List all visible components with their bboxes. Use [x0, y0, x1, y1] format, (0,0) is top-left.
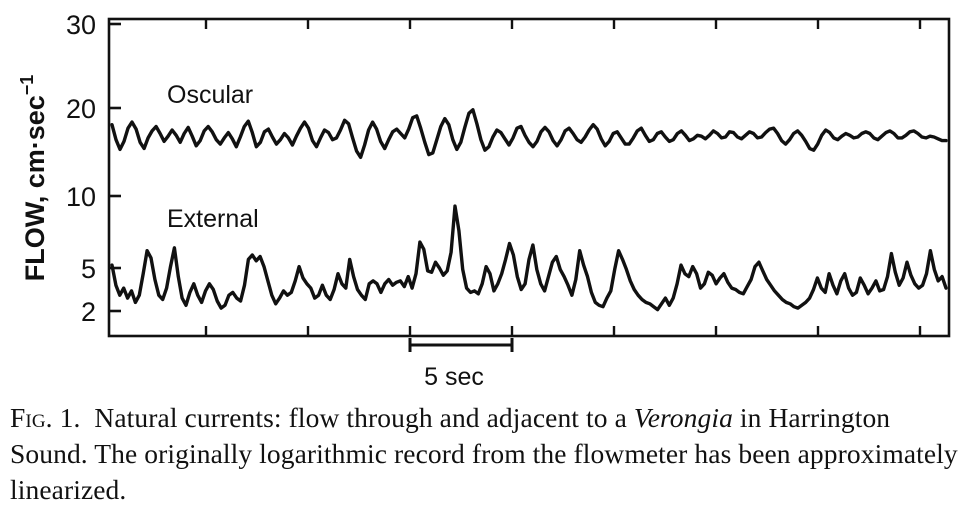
time-scale-bar: 5 sec	[408, 338, 514, 390]
y-axis-tick-labels: 30 20 10 5 2	[66, 10, 96, 327]
flow-chart: 30 20 10 5 2 FLOW, cm·sec−1 Oscular External…	[17, 10, 951, 390]
y-tick-label-2: 2	[81, 297, 96, 327]
series-label-external: External	[167, 205, 259, 233]
x-axis-ticks	[204, 19, 922, 336]
figure-caption: Fig. 1. Natural currents: flow through an…	[10, 400, 965, 508]
caption-text-end: in Harrington Sound. The originally loga…	[10, 402, 958, 505]
y-tick-label-10: 10	[66, 182, 96, 212]
y-tick-label-20: 20	[66, 94, 96, 124]
svg-text:FLOW, cm·sec−1: FLOW, cm·sec−1	[17, 75, 50, 282]
y-axis-ticks	[109, 22, 121, 313]
y-axis-label: FLOW, cm·sec	[20, 95, 50, 281]
caption-text-start: Natural currents: flow through and adjac…	[94, 402, 634, 433]
y-tick-label-30: 30	[66, 10, 96, 40]
plot-frame	[107, 17, 951, 338]
scale-bar-label: 5 sec	[424, 363, 484, 390]
y-axis-exponent: −1	[17, 75, 37, 96]
figure-number: Fig. 1.	[10, 402, 81, 433]
series-line-external	[110, 204, 948, 312]
series-label-oscular: Oscular	[167, 81, 253, 109]
caption-genus-name: Verongia	[633, 402, 733, 433]
y-tick-label-5: 5	[81, 254, 96, 284]
y-axis-title: FLOW, cm·sec−1	[17, 75, 50, 282]
series-line-oscular	[110, 108, 948, 159]
